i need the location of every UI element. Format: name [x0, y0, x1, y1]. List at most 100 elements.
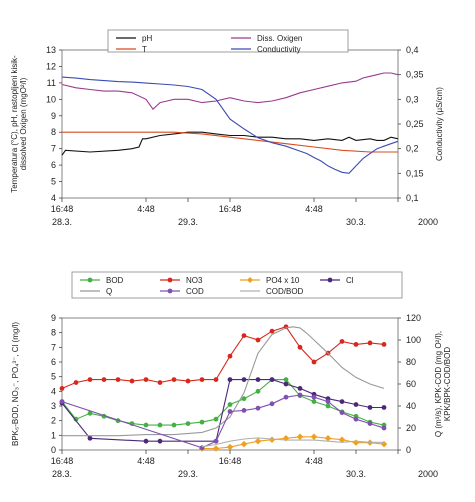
c2-data-point-cl — [255, 377, 261, 382]
c2-data-point-bod — [311, 399, 317, 404]
c1-y-right-tick-label: 0,2 — [406, 144, 419, 154]
c2-data-point-cod — [213, 438, 219, 444]
c2-y-right-tick-label: 40 — [406, 401, 416, 411]
c2-data-point-cod — [325, 399, 331, 404]
c1-y-left-tick-label: 12 — [46, 61, 56, 71]
c2-data-point-cl — [339, 399, 345, 404]
c2-data-point-bod — [185, 421, 191, 426]
c2-data-point-cl — [87, 435, 93, 441]
c2-data-point-bod — [171, 422, 177, 428]
c2-y-left-tick-label: 8 — [51, 328, 56, 338]
c2-series-line-cl — [61, 379, 384, 442]
c2-data-point-no3 — [367, 340, 373, 346]
c1-y-left-tick-label: 5 — [51, 177, 56, 187]
c2-x-tick-time-label: 4:48 — [305, 456, 323, 466]
c2-data-point-cod — [59, 399, 65, 404]
c2-data-point-cod — [297, 392, 303, 398]
c1-y-right-axis-label: Conductivity (µS/cm) — [435, 87, 444, 161]
c2-legend-marker-cod — [167, 288, 173, 294]
c2-data-point-no3 — [269, 328, 275, 334]
c2-data-point-cod — [353, 416, 359, 422]
c2-data-point-bod — [227, 402, 233, 407]
c2-y-left-tick-label: 6 — [51, 357, 56, 367]
c2-y-left-tick-label: 3 — [51, 401, 56, 411]
c2-data-point-no3 — [157, 380, 163, 385]
c1-y-left-tick-label: 9 — [51, 111, 56, 121]
c1-y-right-tick-label: 0,4 — [406, 45, 419, 55]
c1-x-tick-time-label: 4:48 — [305, 204, 323, 214]
c2-data-point-cl — [143, 438, 149, 444]
c1-y-left-tick-label: 13 — [46, 45, 56, 55]
c2-y-right-tick-label: 20 — [406, 423, 416, 433]
c2-data-point-no3 — [185, 378, 191, 384]
c2-y-left-tick-label: 4 — [51, 386, 56, 396]
c2-y-left-tick-label: 1 — [51, 430, 56, 440]
c2-data-point-cl — [353, 402, 359, 407]
c1-series-line-ph — [61, 131, 399, 156]
c2-data-point-po4-x-10 — [226, 443, 234, 451]
c2-data-point-cl — [297, 386, 303, 391]
c2-series-line-q — [62, 326, 385, 437]
c2-data-point-po4-x-10 — [352, 439, 360, 447]
c2-x-tick-time-label: 16:48 — [219, 456, 242, 466]
c2-data-point-bod — [213, 416, 219, 422]
c2-data-point-bod — [87, 410, 93, 416]
c1-x-tick-time-label: 4:48 — [137, 204, 155, 214]
c1-legend-label-conductivity: Conductivity — [257, 45, 301, 54]
c2-y-right-tick-label: 80 — [406, 357, 416, 367]
c2-data-point-no3 — [87, 377, 93, 382]
c2-data-point-cl — [157, 438, 163, 444]
c2-data-point-no3 — [171, 377, 177, 382]
c2-data-point-po4-x-10 — [324, 434, 332, 442]
c2-data-point-no3 — [227, 353, 233, 359]
c1-x-tick-date-label: 28.3. — [52, 217, 72, 227]
c2-data-point-no3 — [129, 378, 135, 384]
c2-data-point-bod — [143, 422, 149, 428]
c2-data-point-cod — [339, 410, 345, 415]
c2-data-point-no3 — [381, 342, 387, 347]
c2-legend-label-po4-x-10: PO4 x 10 — [266, 276, 300, 285]
c1-y-left-tick-label: 10 — [46, 94, 56, 104]
c2-data-point-cod — [283, 394, 289, 400]
c2-data-point-no3 — [311, 359, 317, 365]
c1-series-line-diss-oxigen — [61, 72, 399, 111]
c2-y-left-tick-label: 7 — [51, 342, 56, 352]
c2-data-point-no3 — [353, 342, 359, 347]
c1-y-left-axis-label-line: dissolved Oxigen (mgO²/l) — [19, 77, 28, 170]
c1-legend-label-ph: pH — [142, 34, 152, 43]
c2-legend-marker-cl — [327, 277, 333, 283]
c1-series-line-conductivity — [61, 76, 399, 174]
c2-data-point-bod — [199, 419, 205, 425]
c2-data-point-cl — [227, 377, 233, 382]
c1-x-tick-time-label: 16:48 — [51, 204, 74, 214]
c2-data-point-bod — [255, 388, 261, 394]
c1-y-right-tick-label: 0,1 — [406, 193, 419, 203]
c1-x-tick-date-label: 30.3. — [346, 217, 366, 227]
c2-x-year-label: 2000 — [418, 469, 438, 479]
c2-data-point-no3 — [73, 380, 79, 385]
c2-data-point-cod — [227, 409, 233, 414]
c2-y-left-tick-label: 9 — [51, 313, 56, 323]
c1-y-left-tick-label: 8 — [51, 127, 56, 137]
c2-y-left-tick-label: 5 — [51, 372, 56, 382]
c2-y-left-tick-label: 2 — [51, 416, 56, 426]
c2-data-point-po4-x-10 — [310, 433, 318, 441]
c2-plot-frame — [61, 317, 399, 451]
c1-y-right-tick-label: 0,15 — [406, 168, 424, 178]
c2-data-point-no3 — [213, 377, 219, 382]
c1-y-left-tick-label: 4 — [51, 193, 56, 203]
c2-data-point-no3 — [241, 333, 247, 338]
c2-x-tick-date-label: 28.3. — [52, 469, 72, 479]
c1-y-right-tick-label: 0,25 — [406, 119, 424, 129]
c2-data-point-po4-x-10 — [240, 440, 248, 448]
c2-data-point-cl — [381, 405, 387, 410]
c2-legend-label-q: Q — [106, 287, 112, 296]
c2-data-point-po4-x-10 — [268, 436, 276, 444]
c2-data-point-no3 — [297, 344, 303, 350]
c2-x-tick-time-label: 4:48 — [137, 456, 155, 466]
c2-data-point-no3 — [255, 337, 261, 343]
c2-data-point-no3 — [143, 377, 149, 382]
c1-y-left-tick-label: 6 — [51, 160, 56, 170]
c2-y-right-tick-label: 0 — [406, 445, 411, 455]
